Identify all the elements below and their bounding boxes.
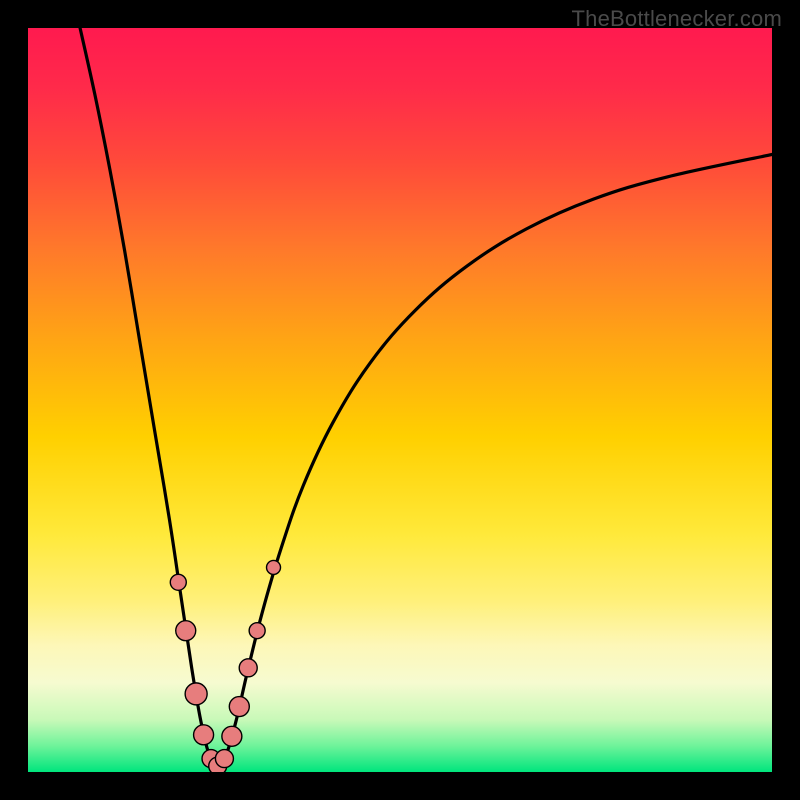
watermark-text: TheBottlenecker.com — [572, 6, 782, 32]
chart-frame — [28, 28, 772, 772]
gradient-background — [28, 28, 772, 772]
plot-area — [28, 28, 772, 772]
